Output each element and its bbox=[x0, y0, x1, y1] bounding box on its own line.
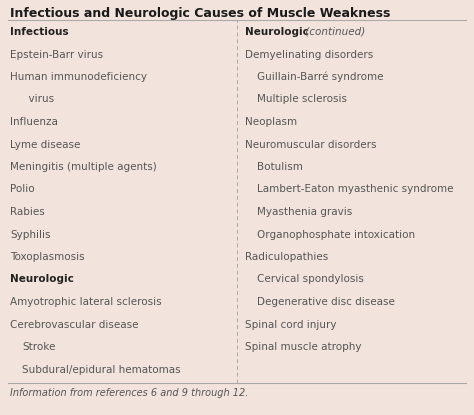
Text: Epstein-Barr virus: Epstein-Barr virus bbox=[10, 49, 103, 59]
Text: Amyotrophic lateral sclerosis: Amyotrophic lateral sclerosis bbox=[10, 297, 162, 307]
Text: Neuromuscular disorders: Neuromuscular disorders bbox=[245, 139, 376, 149]
Text: Spinal muscle atrophy: Spinal muscle atrophy bbox=[245, 342, 362, 352]
Text: Stroke: Stroke bbox=[22, 342, 55, 352]
Text: Degenerative disc disease: Degenerative disc disease bbox=[257, 297, 395, 307]
Text: (continued): (continued) bbox=[302, 27, 365, 37]
Text: Subdural/epidural hematomas: Subdural/epidural hematomas bbox=[22, 364, 181, 374]
Text: virus: virus bbox=[22, 95, 54, 105]
Text: Cerebrovascular disease: Cerebrovascular disease bbox=[10, 320, 138, 330]
Text: Rabies: Rabies bbox=[10, 207, 45, 217]
Text: Lyme disease: Lyme disease bbox=[10, 139, 81, 149]
Text: Syphilis: Syphilis bbox=[10, 229, 51, 239]
Text: Radiculopathies: Radiculopathies bbox=[245, 252, 328, 262]
Text: Demyelinating disorders: Demyelinating disorders bbox=[245, 49, 373, 59]
Text: Influenza: Influenza bbox=[10, 117, 58, 127]
Text: Information from references 6 and 9 through 12.: Information from references 6 and 9 thro… bbox=[10, 388, 248, 398]
Text: Lambert-Eaton myasthenic syndrome: Lambert-Eaton myasthenic syndrome bbox=[257, 185, 454, 195]
Text: Neoplasm: Neoplasm bbox=[245, 117, 297, 127]
Text: Myasthenia gravis: Myasthenia gravis bbox=[257, 207, 352, 217]
Text: Meningitis (multiple agents): Meningitis (multiple agents) bbox=[10, 162, 157, 172]
Text: Infectious and Neurologic Causes of Muscle Weakness: Infectious and Neurologic Causes of Musc… bbox=[10, 7, 391, 20]
Text: Spinal cord injury: Spinal cord injury bbox=[245, 320, 337, 330]
Text: Guillain-Barré syndrome: Guillain-Barré syndrome bbox=[257, 72, 383, 83]
Text: Infectious: Infectious bbox=[10, 27, 69, 37]
Text: Cervical spondylosis: Cervical spondylosis bbox=[257, 274, 364, 285]
Text: Multiple sclerosis: Multiple sclerosis bbox=[257, 95, 347, 105]
Text: Toxoplasmosis: Toxoplasmosis bbox=[10, 252, 85, 262]
Text: Polio: Polio bbox=[10, 185, 35, 195]
Text: Organophosphate intoxication: Organophosphate intoxication bbox=[257, 229, 415, 239]
Text: Neurologic: Neurologic bbox=[245, 27, 309, 37]
Text: Human immunodeficiency: Human immunodeficiency bbox=[10, 72, 147, 82]
Text: Neurologic: Neurologic bbox=[10, 274, 74, 285]
Text: Botulism: Botulism bbox=[257, 162, 303, 172]
